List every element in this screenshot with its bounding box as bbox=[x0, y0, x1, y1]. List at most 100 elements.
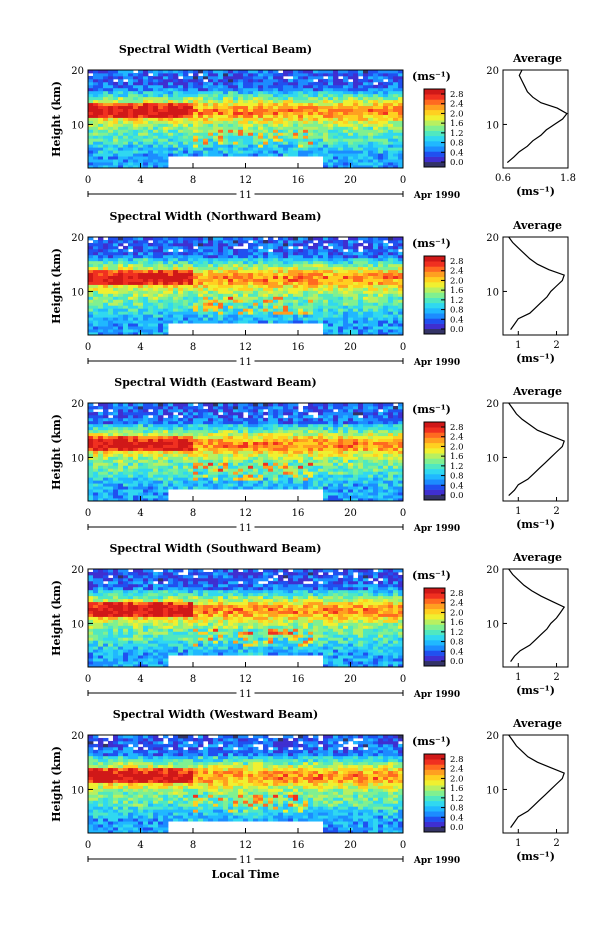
heatmap-cell bbox=[343, 126, 349, 130]
heatmap-cell bbox=[103, 320, 109, 324]
heatmap-cell bbox=[393, 480, 399, 484]
heatmap-cell bbox=[373, 263, 379, 268]
heatmap-cell bbox=[123, 299, 129, 303]
heatmap-cell bbox=[103, 248, 109, 253]
heatmap-cell bbox=[163, 245, 169, 250]
heatmap-cell bbox=[118, 78, 124, 83]
heatmap-cell bbox=[263, 287, 269, 291]
heatmap-cell bbox=[268, 117, 274, 121]
heatmap-cell bbox=[338, 492, 344, 496]
x-tick-label: 0 bbox=[400, 342, 406, 353]
heatmap-cell bbox=[163, 132, 169, 136]
heatmap-cell bbox=[133, 284, 139, 288]
heatmap-cell bbox=[163, 147, 169, 151]
heatmap-cell bbox=[303, 302, 309, 306]
heatmap-cell bbox=[318, 275, 324, 279]
heatmap-cell bbox=[188, 284, 194, 288]
heatmap-cell bbox=[113, 323, 119, 327]
heatmap-cell bbox=[283, 93, 289, 98]
colorbar-tick-label: 1.2 bbox=[450, 296, 464, 306]
heatmap-cell bbox=[303, 75, 309, 80]
heatmap-cell bbox=[363, 126, 369, 130]
heatmap-cell bbox=[133, 272, 139, 277]
heatmap-cell bbox=[113, 165, 119, 169]
heatmap-cell bbox=[338, 141, 344, 145]
heatmap-cell bbox=[268, 126, 274, 130]
heatmap-cell bbox=[103, 120, 109, 124]
heatmap-cell bbox=[343, 483, 349, 487]
heatmap-cell bbox=[113, 126, 119, 130]
heatmap-cell bbox=[258, 486, 264, 490]
heatmap-cell bbox=[148, 111, 154, 115]
heatmap-cell bbox=[88, 272, 94, 277]
heatmap-cell bbox=[223, 114, 229, 118]
heatmap-cell bbox=[358, 275, 364, 279]
heatmap-cell bbox=[183, 462, 189, 466]
heatmap-cell bbox=[243, 99, 249, 104]
heatmap-cell bbox=[228, 78, 234, 83]
heatmap-cell bbox=[203, 305, 209, 309]
heatmap-cell bbox=[158, 456, 164, 460]
heatmap-cell bbox=[313, 129, 319, 133]
heatmap-cell bbox=[378, 489, 384, 493]
heatmap-cell bbox=[238, 459, 244, 463]
heatmap-cell bbox=[103, 239, 109, 244]
heatmap-cell bbox=[108, 284, 114, 288]
heatmap-cell bbox=[178, 144, 184, 148]
heatmap-cell bbox=[313, 141, 319, 145]
heatmap-cell bbox=[348, 281, 354, 285]
heatmap-cell bbox=[233, 260, 239, 265]
heatmap-cell bbox=[333, 275, 339, 279]
heatmap-cell bbox=[98, 275, 104, 279]
heatmap-cell bbox=[388, 329, 394, 333]
heatmap-cell bbox=[193, 78, 199, 83]
heatmap-cell bbox=[153, 483, 159, 487]
heatmap-cell bbox=[363, 144, 369, 148]
heatmap-cell bbox=[398, 272, 404, 277]
heatmap-cell bbox=[368, 123, 374, 127]
heatmap-cell bbox=[298, 305, 304, 309]
heatmap-cell bbox=[183, 108, 189, 112]
heatmap-cell bbox=[108, 237, 114, 241]
heatmap-cell bbox=[113, 105, 119, 110]
heatmap-cell bbox=[123, 123, 129, 127]
heatmap-cell bbox=[113, 468, 119, 472]
heatmap-cell bbox=[328, 129, 334, 133]
heatmap-cell bbox=[238, 480, 244, 484]
heatmap-cell bbox=[223, 117, 229, 121]
heatmap-cell bbox=[328, 150, 334, 154]
heatmap-cell bbox=[328, 314, 334, 318]
heatmap-cell bbox=[298, 141, 304, 145]
heatmap-cell bbox=[158, 78, 164, 83]
heatmap-cell bbox=[288, 474, 294, 478]
heatmap-cell bbox=[328, 308, 334, 312]
heatmap-cell bbox=[178, 70, 184, 74]
heatmap-cell bbox=[278, 281, 284, 285]
heatmap-cell bbox=[108, 254, 114, 259]
heatmap-cell bbox=[228, 284, 234, 288]
heatmap-cell bbox=[103, 165, 109, 169]
heatmap-cell bbox=[118, 162, 124, 166]
heatmap-cell bbox=[248, 132, 254, 136]
heatmap-cell bbox=[93, 84, 99, 89]
heatmap-cell bbox=[218, 135, 224, 139]
heatmap-cell bbox=[348, 471, 354, 475]
heatmap-cell bbox=[133, 132, 139, 136]
heatmap-cell bbox=[93, 489, 99, 493]
heatmap-cell bbox=[218, 254, 224, 259]
heatmap-cell bbox=[213, 245, 219, 250]
heatmap-cell bbox=[338, 165, 344, 169]
heatmap-cell bbox=[173, 254, 179, 259]
heatmap-cell bbox=[273, 462, 279, 466]
heatmap-cell bbox=[258, 81, 264, 86]
colorbar-swatch bbox=[424, 313, 445, 319]
heatmap-cell bbox=[293, 483, 299, 487]
heatmap-cell bbox=[188, 102, 194, 107]
heatmap-cell bbox=[103, 150, 109, 154]
heatmap-cell bbox=[273, 281, 279, 285]
heatmap-cell bbox=[263, 242, 269, 247]
heatmap-cell bbox=[253, 114, 259, 118]
heatmap-cell bbox=[268, 90, 274, 95]
heatmap-cell bbox=[308, 108, 314, 112]
heatmap-cell bbox=[133, 290, 139, 294]
